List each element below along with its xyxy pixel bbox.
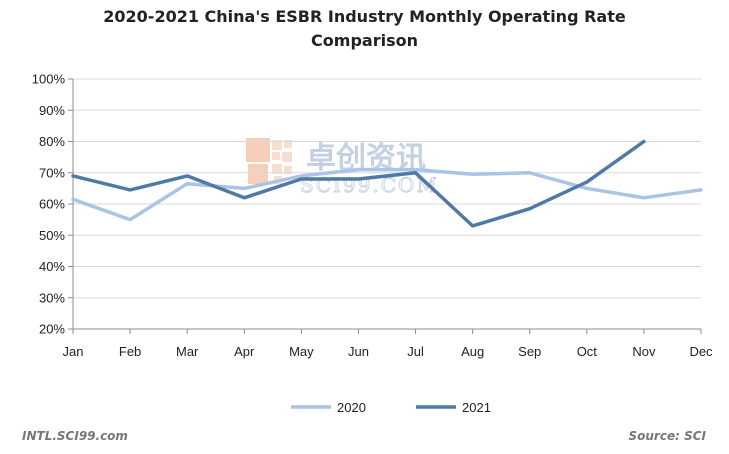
gridlines [73, 78, 701, 299]
x-tick-label: Oct [577, 344, 598, 359]
x-tick-label: Nov [632, 344, 656, 359]
legend: 2020 2021 [291, 400, 491, 415]
legend-label-2020: 2020 [337, 400, 366, 415]
footer-left: INTL.SCI99.com [22, 429, 128, 443]
x-tick-label: Aug [461, 344, 484, 359]
axes [68, 78, 702, 334]
watermark-logo-icon [246, 138, 292, 184]
x-axis-ticks: Jan Feb Mar Apr May Jun Jul Aug Sep Oct Nov Dec [63, 344, 714, 359]
series-line-2021 [71, 139, 646, 228]
series-lines [71, 139, 703, 228]
y-tick-label: 60% [39, 197, 65, 212]
y-tick-label: 30% [39, 290, 65, 305]
x-tick-label: Apr [234, 344, 255, 359]
x-tick-label: Dec [689, 344, 713, 359]
y-tick-label: 70% [39, 165, 65, 180]
chart-title-line-1: 2020-2021 China's ESBR Industry Monthly … [103, 7, 626, 26]
y-tick-label: 80% [39, 134, 65, 149]
y-tick-label: 20% [39, 322, 65, 337]
footer-source: Source: SCI [629, 429, 707, 443]
y-axis-ticks: 20% 30% 40% 50% 60% 70% 80% 90% 100% [32, 72, 66, 337]
x-tick-label: Jul [407, 344, 424, 359]
legend-label-2021: 2021 [462, 400, 491, 415]
x-tick-label: Jun [348, 344, 369, 359]
x-tick-label: Mar [176, 344, 199, 359]
x-tick-label: Jan [63, 344, 84, 359]
y-tick-label: 90% [39, 103, 65, 118]
series-line-2020 [71, 167, 703, 222]
y-tick-label: 50% [39, 228, 65, 243]
y-tick-label: 40% [39, 259, 65, 274]
x-tick-label: May [289, 344, 314, 359]
y-tick-label: 100% [32, 72, 66, 87]
x-tick-label: Sep [518, 344, 541, 359]
x-tick-label: Feb [119, 344, 141, 359]
chart-title-line-2: Comparison [311, 31, 418, 50]
